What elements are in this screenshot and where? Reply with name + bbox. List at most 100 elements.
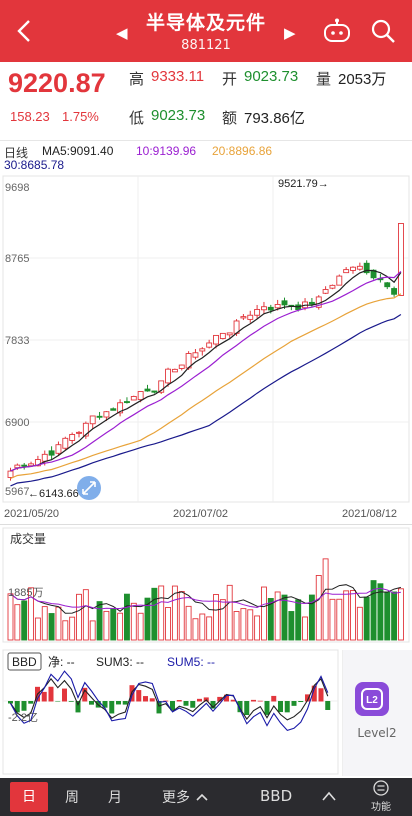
volume-bar: [158, 585, 165, 641]
volume-chart[interactable]: 成交量 1885万: [0, 524, 412, 648]
function-menu-icon: [373, 780, 389, 796]
expand-chart-icon[interactable]: [77, 476, 101, 500]
bbd-bar: [170, 701, 175, 711]
volume-bar: [151, 587, 158, 641]
kline-candle: [240, 316, 247, 319]
y-tick-3: 7833: [5, 335, 29, 347]
volume-ma10-line: [10, 587, 401, 610]
kline-candle: [130, 396, 137, 401]
kline-candle: [398, 223, 404, 296]
level2-entry[interactable]: L2 Level2: [342, 650, 412, 776]
bbd-bar: [244, 701, 250, 715]
kline-candle: [384, 282, 391, 288]
kline-candle: [34, 459, 41, 467]
bbd-chart[interactable]: BBD 净: -- SUM3: -- SUM5: -- -2.2亿: [0, 648, 412, 778]
kline-candle: [117, 402, 124, 414]
volume-bar: [110, 608, 117, 641]
kline-candle: [178, 364, 185, 369]
volume-bar: [171, 585, 178, 641]
kline-candle: [123, 401, 130, 404]
volume-bar: [192, 618, 199, 641]
tab-week[interactable]: 周: [65, 790, 79, 806]
volume-svg: 成交量 1885万: [0, 524, 412, 643]
volume-bar: [267, 598, 274, 641]
volume-bar: [370, 580, 377, 641]
bbd-bar: [278, 701, 283, 713]
kline-candle: [336, 275, 343, 286]
function-button[interactable]: 功能: [364, 780, 398, 813]
prev-stock-button[interactable]: ◀: [116, 24, 128, 42]
kline-candle: [281, 300, 288, 306]
price-change: 158.23: [10, 109, 50, 124]
kline-candle: [206, 342, 213, 348]
tab-day[interactable]: 日: [10, 782, 48, 812]
more-label: 更多: [162, 790, 190, 806]
kline-candle: [322, 289, 329, 294]
low-label: 低: [129, 109, 145, 127]
back-arrow-icon[interactable]: [10, 16, 40, 46]
kline-svg: 9698 8765 7833 6900 5967 9521.79→ ←6143.…: [2, 175, 410, 520]
tab-month[interactable]: 月: [108, 790, 122, 806]
kline-candle: [213, 334, 219, 345]
kline-candle: [76, 431, 82, 434]
y-tick-4: 6900: [5, 417, 29, 429]
x-tick-3: 2021/08/12: [342, 508, 397, 520]
volume-bar: [391, 591, 398, 641]
tab-more[interactable]: 更多: [162, 787, 209, 807]
volume-bar: [350, 589, 356, 641]
bbd-bar: [257, 700, 263, 702]
ma20-value: 20:8896.86: [212, 144, 273, 158]
ma30-line: [10, 313, 402, 487]
volume-bar: [34, 617, 41, 641]
bbd-bar: [28, 701, 34, 704]
bbd-indicator-box[interactable]: [7, 652, 42, 671]
volume-ma5-line: [10, 584, 402, 614]
volume-bar: [254, 615, 261, 641]
high-label: 高: [129, 70, 145, 88]
volume-bar: [21, 600, 28, 641]
volume-bar: [233, 611, 240, 641]
kline-candle: [165, 368, 172, 384]
bbd-bar: [271, 695, 277, 702]
bbd-bar: [55, 701, 61, 702]
indicator-selector[interactable]: BBD: [260, 787, 292, 805]
volume-bar: [377, 583, 384, 641]
x-tick-2: 2021/07/02: [173, 508, 228, 520]
kline-candle: [28, 463, 34, 467]
volume-bar: [281, 594, 288, 641]
ma20-line: [10, 293, 402, 480]
kline-candle: [110, 408, 117, 411]
volume-bar: [62, 620, 69, 641]
bbd-bar: [102, 701, 108, 708]
bbd-bar: [264, 701, 270, 715]
volume-bar: [261, 586, 267, 641]
next-stock-button[interactable]: ▶: [284, 24, 296, 42]
kline-candle: [267, 306, 274, 311]
function-label: 功能: [371, 802, 391, 813]
bbd-bar: [156, 701, 162, 714]
volume-bar: [185, 605, 192, 641]
x-tick-1: 2021/05/20: [4, 508, 59, 520]
high-value: 9333.11: [151, 68, 205, 85]
bbd-bar: [68, 701, 74, 702]
level2-icon[interactable]: L2: [355, 682, 389, 716]
bbd-svg: BBD 净: -- SUM3: -- SUM5: -- -2.2亿: [2, 649, 339, 775]
indicator-chevron-up-icon[interactable]: [322, 791, 336, 801]
search-icon[interactable]: [370, 18, 396, 44]
robot-assistant-icon[interactable]: [323, 18, 351, 44]
ma-legend[interactable]: 日线 MA5:9091.40 10:9139.96 20:8896.86 30:…: [0, 140, 412, 174]
kline-chart[interactable]: 9698 8765 7833 6900 5967 9521.79→ ←6143.…: [0, 174, 412, 524]
kline-candle: [247, 314, 254, 320]
last-price: 9220.87: [8, 68, 106, 98]
kline-candle: [151, 390, 158, 393]
volume-bar: [14, 604, 21, 641]
chevron-up-icon: [196, 793, 209, 801]
bbd-sum3: SUM3: --: [96, 655, 144, 669]
volume-bar: [329, 598, 336, 641]
kline-candle: [254, 309, 261, 316]
kline-candle: [308, 301, 315, 305]
open-label: 开: [222, 70, 238, 88]
bbd-bar: [325, 701, 331, 710]
stock-code: 881121: [181, 38, 231, 53]
period-label[interactable]: 日线: [4, 146, 29, 160]
